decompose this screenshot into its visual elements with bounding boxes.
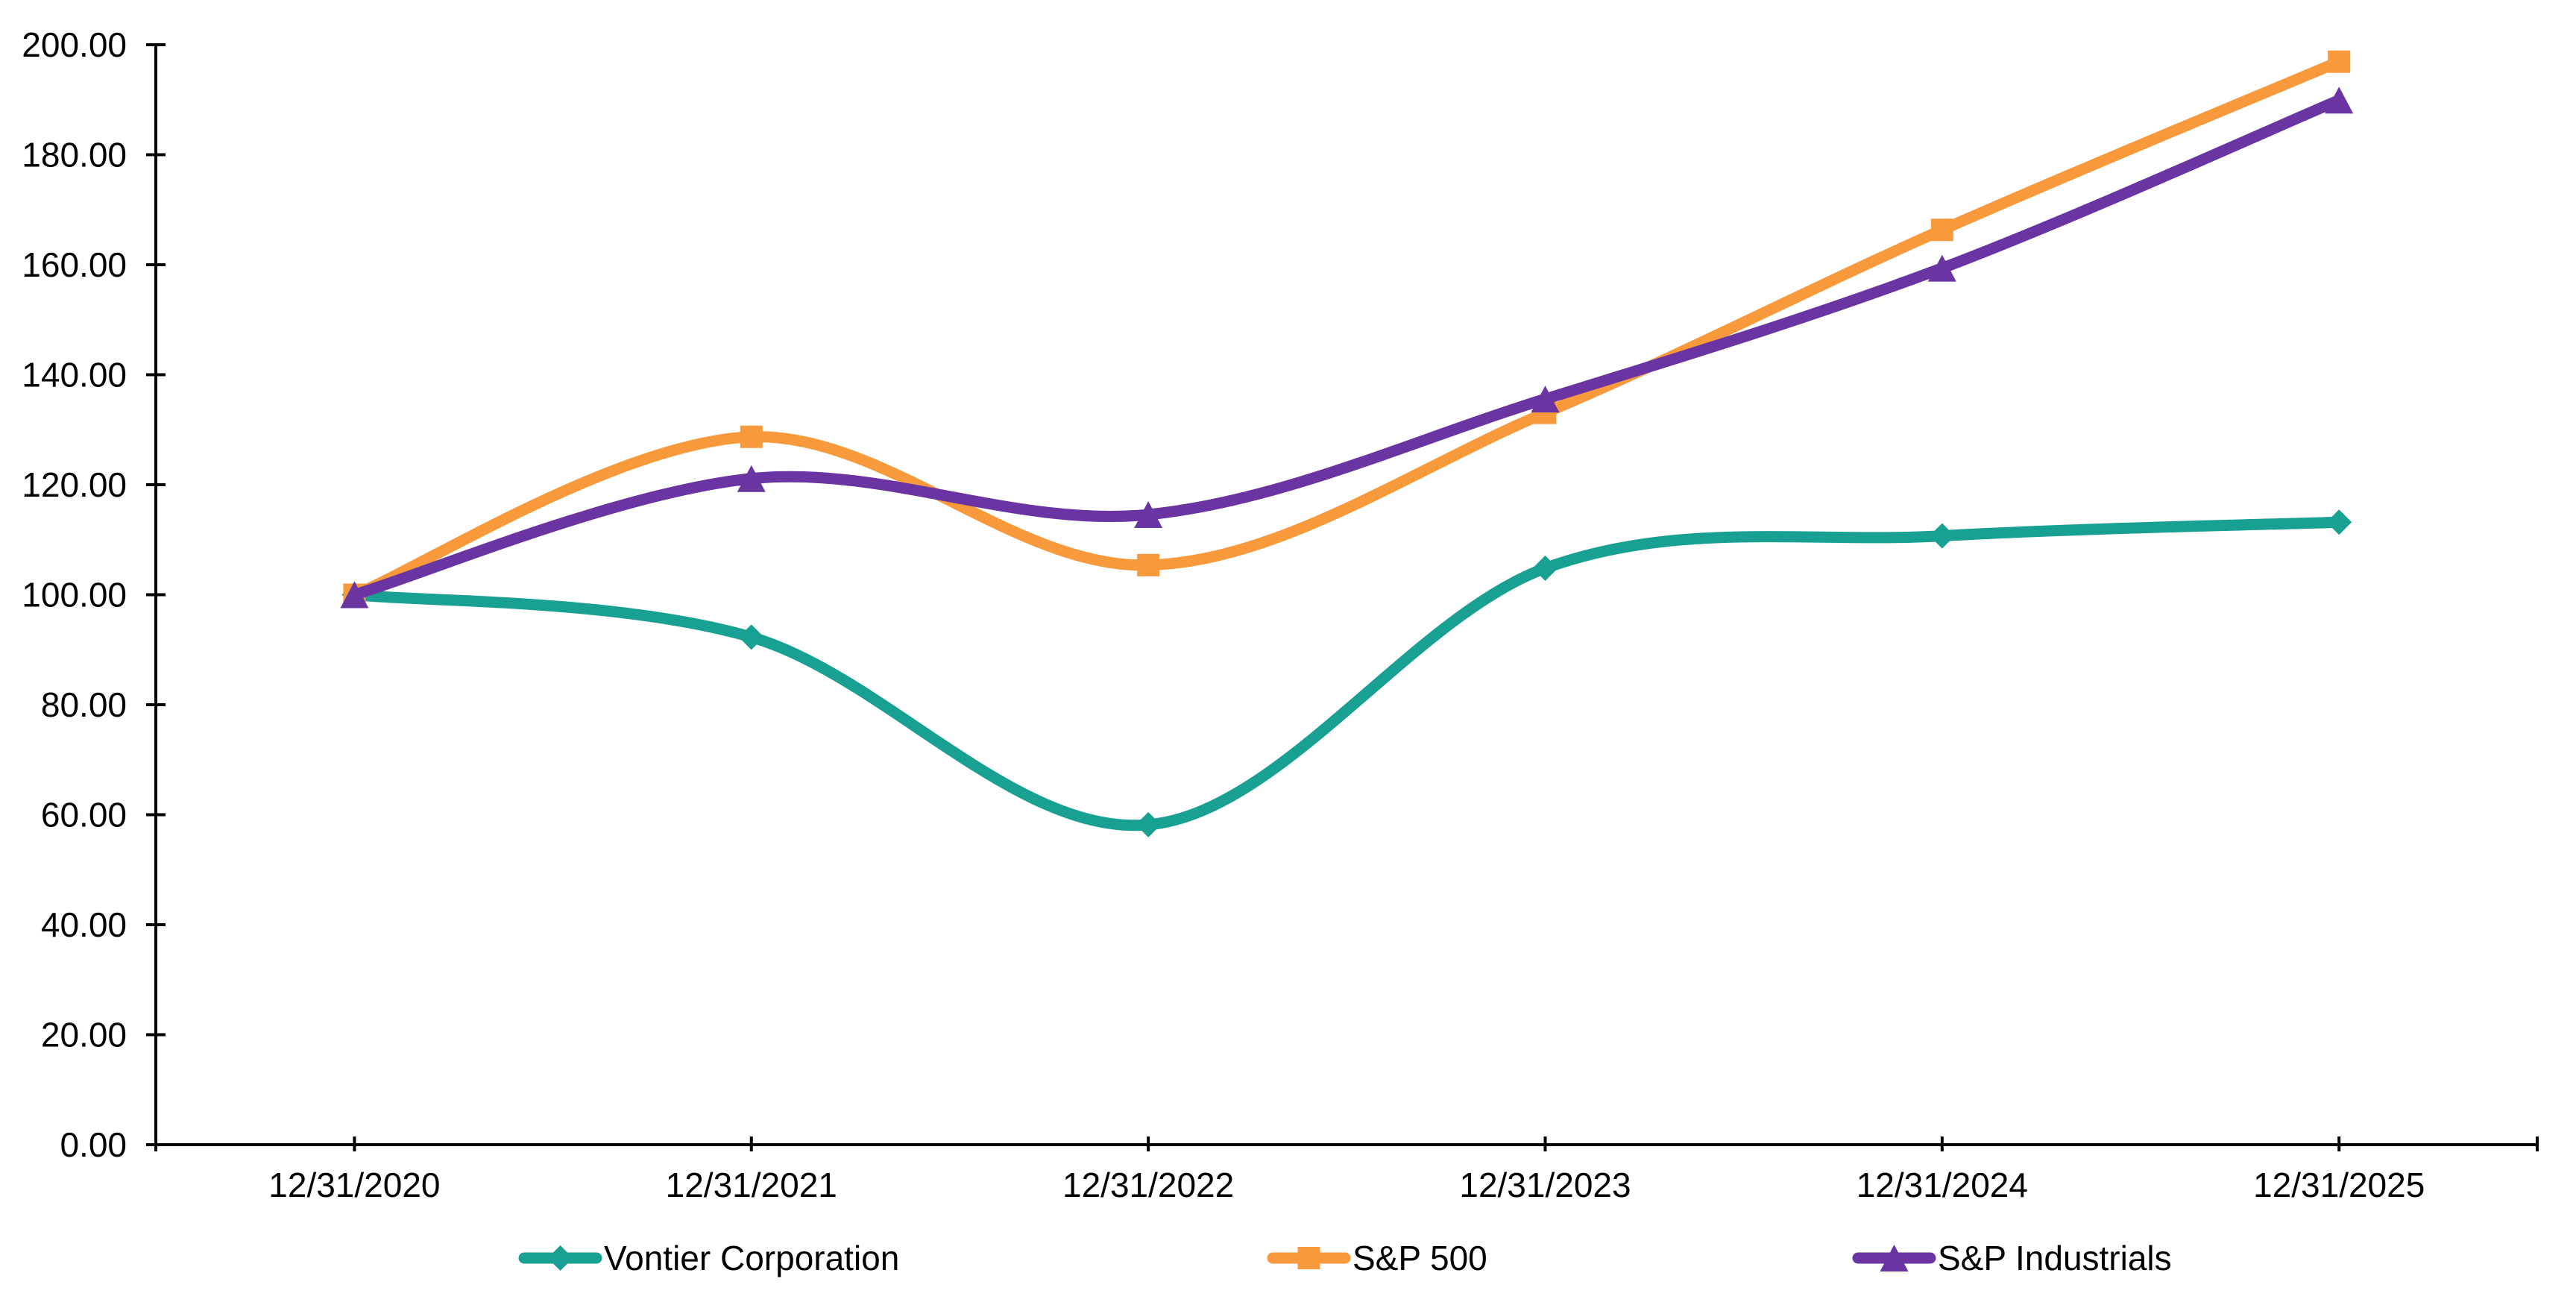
x-axis-tick-label: 12/31/2024: [1857, 1166, 2028, 1204]
triangle-marker-s-p-industrials: [737, 465, 766, 492]
square-marker-s-p-500: [740, 425, 763, 448]
legend-item-s-p-500: S&P 500: [1267, 1239, 1487, 1277]
y-axis-tick-label: 100.00: [22, 576, 127, 614]
y-axis-tick-label: 120.00: [22, 465, 127, 504]
series-vontier-corporation: [341, 509, 2352, 837]
legend-square-icon: [1297, 1247, 1320, 1269]
y-axis-tick-label: 40.00: [41, 905, 127, 944]
legend-diamond-icon: [547, 1245, 573, 1271]
y-axis-tick-label: 20.00: [41, 1016, 127, 1054]
triangle-marker-s-p-industrials: [1531, 386, 1560, 413]
x-axis-tick-label: 12/31/2023: [1459, 1166, 1631, 1204]
x-axis-tick-label: 12/31/2021: [666, 1166, 837, 1204]
diamond-marker-vontier-corporation: [1136, 811, 1162, 837]
y-axis-tick-label: 0.00: [60, 1125, 127, 1164]
triangle-marker-s-p-industrials: [1134, 501, 1163, 529]
diamond-marker-vontier-corporation: [1532, 555, 1558, 581]
y-axis-tick-label: 200.00: [22, 25, 127, 64]
series-line-s-p-industrials: [348, 94, 2345, 600]
square-marker-s-p-500: [1930, 218, 1953, 242]
legend-item-vontier-corporation: Vontier Corporation: [518, 1239, 899, 1277]
x-axis-tick-label: 12/31/2020: [268, 1166, 440, 1204]
diamond-marker-vontier-corporation: [1929, 523, 1955, 549]
series-line-vontier-corporation: [348, 516, 2345, 831]
triangle-marker-s-p-industrials: [2325, 87, 2354, 114]
y-axis-tick-label: 80.00: [41, 685, 127, 724]
legend: Vontier Corporation S&P 500 S&P Industrial…: [518, 1239, 2172, 1277]
x-axis-tick-label: 12/31/2022: [1062, 1166, 1234, 1204]
x-axis-tick-label: 12/31/2025: [2253, 1166, 2425, 1204]
triangle-marker-s-p-industrials: [1927, 254, 1956, 282]
square-marker-s-p-500: [1137, 553, 1160, 576]
triangle-marker-s-p-industrials: [340, 581, 369, 609]
square-marker-s-p-500: [2328, 50, 2351, 73]
y-axis-tick-label: 140.00: [22, 356, 127, 394]
legend-triangle-icon: [1880, 1245, 1909, 1271]
y-axis-tick-label: 160.00: [22, 245, 127, 284]
legend-label-vontier-corporation: Vontier Corporation: [604, 1239, 899, 1277]
series-s-p-500: [343, 50, 2351, 606]
y-axis-tick-label: 60.00: [41, 796, 127, 834]
legend-item-s-p-industrials: S&P Industrials: [1852, 1239, 2172, 1277]
series-line-s-p-500: [348, 56, 2345, 600]
diamond-marker-vontier-corporation: [738, 624, 764, 650]
diamond-marker-vontier-corporation: [2326, 509, 2352, 535]
legend-label-s-p-500: S&P 500: [1352, 1239, 1487, 1277]
y-axis-tick-label: 180.00: [22, 136, 127, 175]
legend-label-s-p-industrials: S&P Industrials: [1938, 1239, 2172, 1277]
series-s-p-industrials: [340, 87, 2354, 609]
